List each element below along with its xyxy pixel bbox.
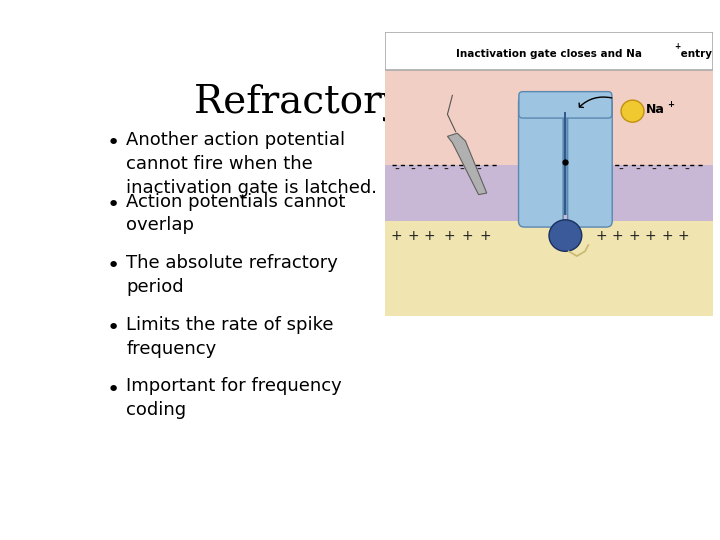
- FancyBboxPatch shape: [518, 96, 563, 227]
- Text: +: +: [444, 228, 455, 242]
- Text: +: +: [595, 228, 607, 242]
- Text: Another action potential
cannot fire when the
inactivation gate is latched.: Another action potential cannot fire whe…: [126, 131, 377, 197]
- Text: •: •: [107, 380, 120, 400]
- Text: +: +: [661, 228, 672, 242]
- Text: +: +: [644, 228, 657, 242]
- Text: +: +: [462, 228, 473, 242]
- Bar: [385, 221, 713, 316]
- FancyBboxPatch shape: [567, 96, 612, 227]
- Text: Na: Na: [647, 103, 665, 116]
- Text: Limits the rate of spike
frequency: Limits the rate of spike frequency: [126, 316, 334, 357]
- Text: •: •: [107, 318, 120, 338]
- Text: -: -: [635, 163, 640, 177]
- Text: •: •: [107, 195, 120, 215]
- Text: Action potentials cannot
overlap: Action potentials cannot overlap: [126, 193, 346, 234]
- Text: +: +: [408, 228, 419, 242]
- Text: -: -: [395, 163, 399, 177]
- Text: +: +: [667, 100, 674, 109]
- FancyBboxPatch shape: [519, 92, 612, 118]
- Text: -: -: [652, 163, 656, 177]
- Bar: [385, 165, 713, 221]
- Text: -: -: [460, 163, 464, 177]
- Text: -: -: [684, 163, 689, 177]
- Text: +: +: [629, 228, 640, 242]
- Text: -: -: [618, 163, 624, 177]
- Text: Refractory period: Refractory period: [194, 84, 544, 122]
- Text: The absolute refractory
period: The absolute refractory period: [126, 254, 338, 296]
- Text: +: +: [423, 228, 435, 242]
- Text: -: -: [427, 163, 432, 177]
- Text: -: -: [602, 163, 607, 177]
- Bar: [557, 102, 574, 215]
- Text: +: +: [674, 42, 680, 51]
- Text: +: +: [391, 228, 402, 242]
- Text: +: +: [480, 228, 491, 242]
- Text: -: -: [667, 163, 672, 177]
- Text: •: •: [107, 256, 120, 276]
- Text: -: -: [444, 163, 449, 177]
- Text: +: +: [678, 228, 689, 242]
- Text: -: -: [476, 163, 481, 177]
- Text: +: +: [612, 228, 624, 242]
- Ellipse shape: [621, 100, 644, 122]
- Text: -: -: [410, 163, 415, 177]
- Polygon shape: [447, 133, 487, 194]
- Text: Inactivation gate closes and Na: Inactivation gate closes and Na: [456, 50, 642, 59]
- Text: entry: entry: [677, 50, 712, 59]
- Text: •: •: [107, 133, 120, 153]
- Text: Important for frequency
coding: Important for frequency coding: [126, 377, 342, 419]
- Ellipse shape: [549, 220, 582, 251]
- Bar: [385, 70, 713, 165]
